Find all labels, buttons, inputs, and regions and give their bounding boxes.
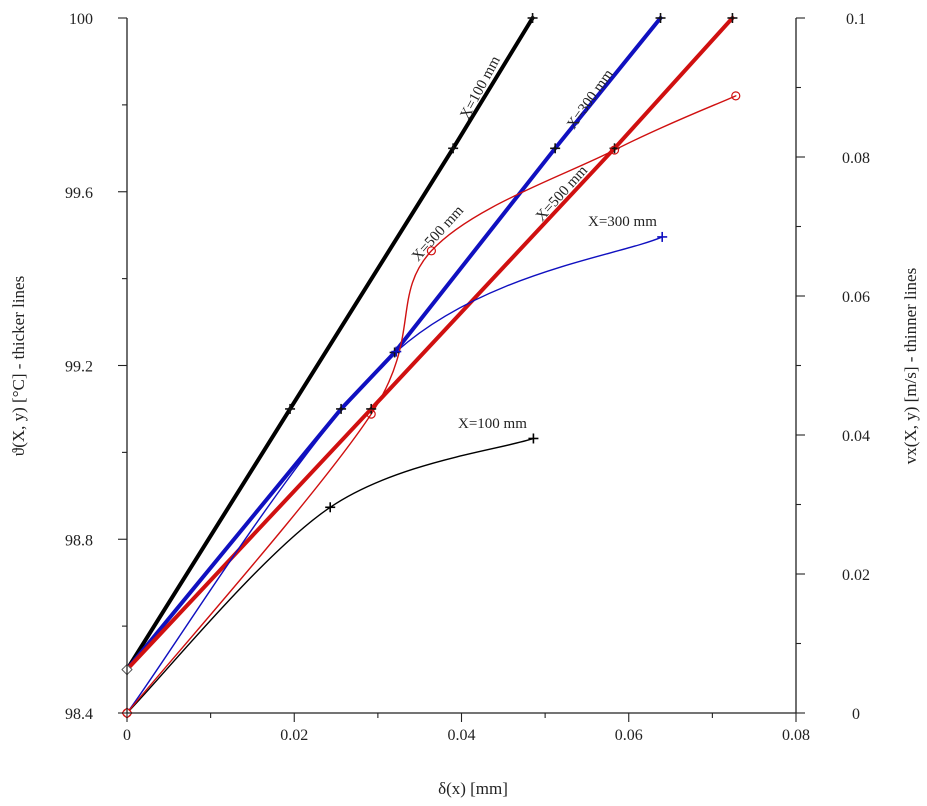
y-left-tick-label: 100 (69, 11, 93, 28)
data-point (426, 246, 436, 256)
data-point (550, 143, 561, 154)
curve-label-thin-500: X=500 mm (409, 203, 467, 265)
series-line-thin-300mm (126, 236, 663, 714)
curve-label-thin-100: X=100 mm (458, 416, 527, 432)
axes: 0 0.02 0.04 0.06 0.08 98.4 98.8 99.2 99.6 100 0 0.0… (65, 11, 870, 744)
data-point (366, 409, 376, 419)
data-point (336, 403, 347, 414)
x-tick-label: 0.02 (280, 727, 308, 744)
data-point (325, 502, 336, 513)
curve-label-thick-500: X=500 mm (533, 163, 591, 225)
markers (121, 13, 741, 719)
x-axis-title: δ(x) [mm] (438, 779, 508, 798)
curve-label-thin-300: X=300 mm (588, 214, 657, 230)
data-point (731, 91, 741, 101)
curve-label-thick-100: X=100 mm (457, 53, 504, 122)
data-point (657, 231, 668, 242)
data-point (391, 346, 402, 357)
y-right-tick-label: 0 (852, 706, 860, 723)
x-tick-label: 0.04 (448, 727, 476, 744)
series-line-thick-500mm (125, 16, 735, 672)
x-tick-label: 0 (123, 727, 131, 744)
y-left-tick-label: 98.8 (65, 532, 93, 549)
curves (125, 16, 737, 714)
y-left-tick-label: 98.4 (65, 706, 93, 723)
data-point (609, 145, 620, 155)
data-point (527, 13, 538, 23)
y-right-tick-label: 0.02 (842, 567, 870, 584)
series-line-thick-100mm (125, 16, 535, 672)
curve-label-thick-300: X=300 mm (564, 66, 617, 132)
data-point (389, 347, 400, 358)
series-line-thin-500mm (126, 95, 737, 714)
x-tick-label: 0.06 (615, 727, 643, 744)
series-line-thin-100mm (126, 437, 535, 714)
y-right-tick-label: 0.08 (842, 150, 870, 167)
y-left-tick-label: 99.2 (65, 359, 93, 376)
data-point (528, 433, 539, 444)
y-right-tick-label: 0.1 (846, 11, 866, 28)
y-right-tick-label: 0.06 (842, 289, 870, 306)
y-left-tick-label: 99.6 (65, 185, 93, 202)
data-point (655, 13, 666, 23)
data-point (285, 403, 296, 414)
data-point (366, 403, 377, 414)
y-left-axis-title: ϑ(X, y) [°C] - thicker lines (9, 276, 28, 456)
data-point (448, 143, 459, 154)
y-right-axis-title: vx(X, y) [m/s] - thinner lines (901, 268, 920, 464)
data-point (727, 13, 738, 23)
y-right-tick-label: 0.04 (842, 428, 870, 445)
x-tick-label: 0.08 (782, 727, 810, 744)
